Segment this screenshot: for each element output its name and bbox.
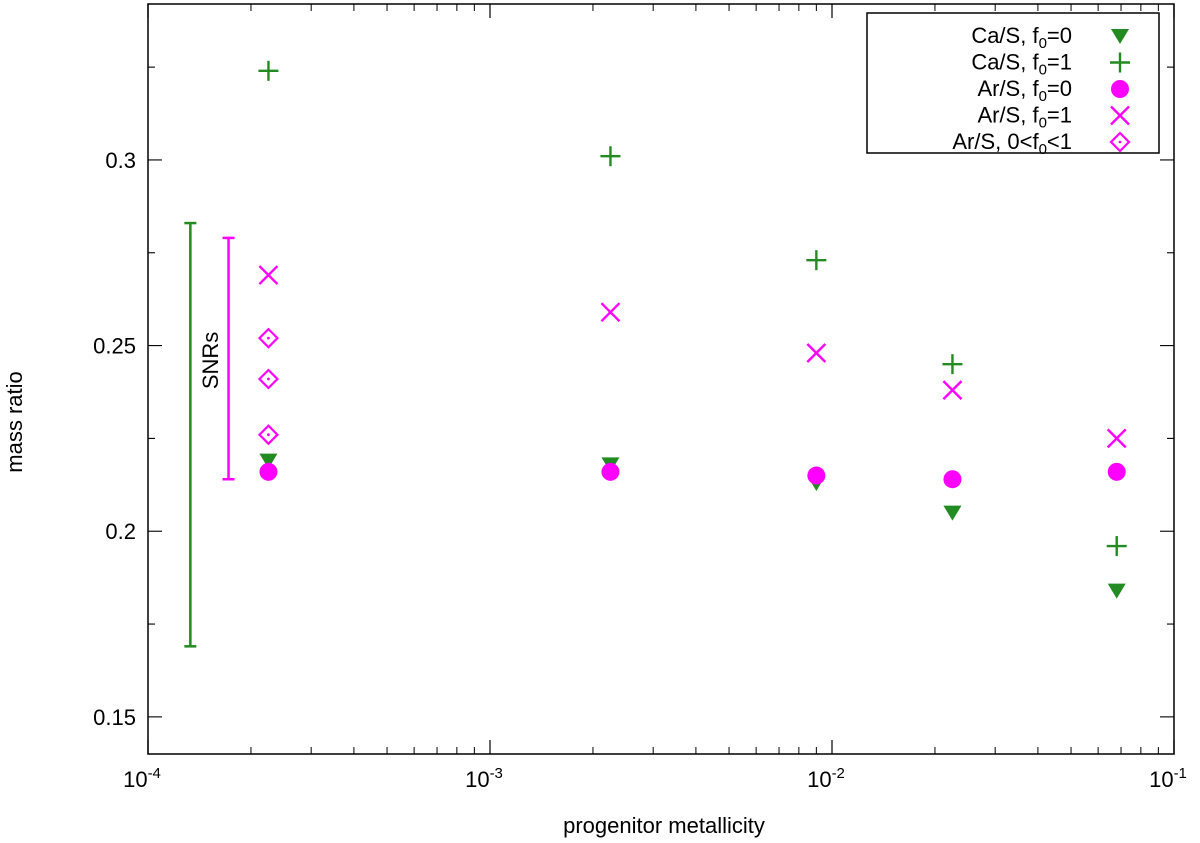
y-tick-label: 0.2 — [105, 519, 136, 544]
cross-marker-b — [600, 302, 621, 323]
legend-entry-marker — [1111, 29, 1129, 44]
data-point-series-2 — [601, 462, 620, 481]
snr-label: SNRs — [198, 332, 223, 389]
data-point-series-3 — [942, 380, 963, 400]
data-point-series-4 — [257, 368, 280, 390]
legend-entry-label: Ca/S, f0=1 — [971, 50, 1072, 79]
triangle-marker — [259, 453, 278, 469]
triangle-marker — [1107, 583, 1126, 599]
y-tick-label: 0.3 — [105, 148, 136, 173]
data-point-series-2 — [943, 470, 962, 489]
diamond-center-dot — [267, 336, 270, 340]
cross-marker-b — [806, 343, 827, 363]
legend-entry-marker — [1110, 52, 1130, 73]
diamond-center-dot — [267, 377, 270, 381]
data-point-series-1 — [1106, 536, 1127, 557]
diamond-marker — [257, 327, 280, 349]
triangle-marker — [1111, 29, 1129, 44]
diamond-center-dot — [267, 433, 270, 437]
data-point-series-1 — [600, 146, 621, 167]
x-tick-label: 10-4 — [123, 765, 161, 792]
legend-entry-label: Ar/S, 0<f0<1 — [952, 129, 1072, 158]
cross-marker-b — [942, 380, 963, 400]
data-point-series-0 — [259, 453, 278, 469]
legend-entry-label: Ca/S, f0=0 — [971, 23, 1072, 52]
data-point-series-3 — [806, 343, 827, 363]
data-point-series-1 — [942, 354, 963, 375]
diamond-marker — [257, 424, 280, 446]
y-tick-label: 0.15 — [93, 705, 136, 730]
legend-box — [866, 12, 1160, 154]
data-point-series-2 — [807, 466, 826, 485]
plot-frame — [147, 3, 1175, 755]
data-point-series-4 — [257, 327, 280, 349]
data-point-series-0 — [943, 505, 962, 521]
data-points — [257, 60, 1127, 599]
triangle-marker — [943, 505, 962, 521]
y-axis-title: mass ratio — [2, 371, 27, 472]
data-point-series-3 — [1106, 428, 1127, 449]
data-point-series-1 — [258, 60, 279, 81]
y-tick-label: 0.25 — [93, 334, 136, 359]
data-point-series-0 — [1107, 583, 1126, 599]
diamond-center-dot — [1118, 140, 1122, 144]
legend-entry-label: Ar/S, f0=0 — [977, 76, 1072, 105]
x-tick-label: 10-3 — [465, 765, 503, 792]
legend: Ca/S, f0=0Ca/S, f0=1Ar/S, f0=0Ar/S, f0=1… — [866, 12, 1160, 158]
legend-entry-marker — [1110, 105, 1130, 126]
data-point-series-2 — [259, 462, 278, 481]
circle-marker — [943, 470, 962, 489]
circle-marker — [259, 462, 278, 481]
cross-marker-b — [1106, 428, 1127, 449]
snr-range-bar — [222, 236, 235, 481]
diamond-marker — [1109, 131, 1131, 153]
legend-entry-marker — [1109, 131, 1131, 153]
snr-range-bar — [184, 221, 197, 648]
data-point-series-3 — [600, 302, 621, 323]
x-tick-label: 10-2 — [807, 765, 845, 792]
circle-marker — [601, 462, 620, 481]
data-point-series-4 — [257, 424, 280, 446]
data-point-series-3 — [258, 265, 279, 285]
circle-marker — [1107, 462, 1126, 481]
data-point-series-1 — [806, 250, 827, 271]
snr-ranges: SNRs — [184, 221, 235, 648]
legend-entry-marker — [1111, 80, 1129, 98]
legend-entry-label: Ar/S, f0=1 — [977, 103, 1072, 132]
data-point-series-2 — [1107, 462, 1126, 481]
cross-marker-b — [258, 265, 279, 285]
circle-marker — [807, 466, 826, 485]
x-axis-title: progenitor metallicity — [563, 813, 765, 838]
circle-marker — [1111, 80, 1129, 98]
cross-marker-b — [1110, 105, 1130, 126]
x-tick-label: 10-1 — [1149, 765, 1187, 792]
diamond-marker — [257, 368, 280, 390]
